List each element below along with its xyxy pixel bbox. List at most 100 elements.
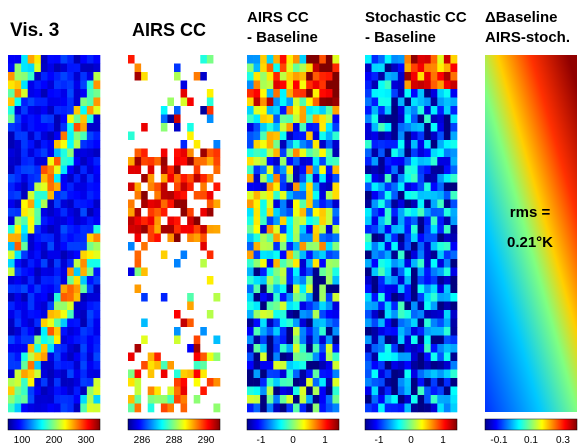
heatmap-cell	[260, 131, 268, 141]
heatmap-cell	[8, 369, 15, 379]
heatmap-cell	[273, 335, 281, 345]
heatmap-cell	[206, 157, 214, 166]
heatmap-cell	[266, 208, 274, 217]
heatmap-cell	[141, 369, 149, 379]
heatmap-cell	[404, 63, 412, 73]
heatmap-cell	[332, 225, 340, 234]
heatmap-cell	[200, 225, 208, 234]
heatmap-cell	[206, 63, 214, 73]
heatmap-cell	[86, 123, 94, 132]
heatmap-cell	[67, 131, 75, 141]
heatmap-cell	[319, 174, 327, 183]
heatmap-cell	[424, 344, 432, 353]
heatmap-cell	[86, 250, 94, 260]
heatmap-cell	[404, 361, 412, 370]
heatmap-cell	[147, 97, 155, 107]
heatmap-cell	[365, 208, 372, 217]
heatmap-cell	[93, 182, 101, 192]
heatmap-cell	[141, 284, 149, 294]
heatmap-cell	[73, 284, 81, 294]
heatmap-cell	[34, 80, 42, 90]
heatmap-cell	[174, 216, 181, 226]
heatmap-cell	[443, 352, 451, 362]
heatmap-cell	[325, 199, 333, 209]
heatmap-cell	[200, 208, 208, 217]
heatmap-cell	[266, 225, 274, 234]
heatmap-cell	[213, 284, 221, 294]
heatmap-cell	[378, 352, 386, 362]
heatmap-cell	[430, 199, 438, 209]
heatmap-cell	[306, 267, 314, 277]
heatmap-cell	[273, 352, 281, 362]
heatmap-cell	[430, 123, 438, 132]
heatmap-cell	[319, 361, 327, 370]
heatmap-cell	[167, 174, 175, 183]
heatmap-cell	[193, 318, 201, 328]
heatmap-cell	[417, 403, 425, 413]
heatmap-cell	[180, 123, 188, 132]
heatmap-cell	[187, 335, 195, 345]
panel-title: AIRS CC	[132, 20, 206, 40]
heatmap-cell	[279, 344, 287, 353]
heatmap-cell	[193, 352, 201, 362]
heatmap-cell	[247, 72, 254, 81]
heatmap-cell	[417, 106, 425, 115]
heatmap-cell	[200, 250, 208, 260]
heatmap-cell	[8, 148, 15, 158]
heatmap-cell	[371, 216, 379, 226]
colorbar-tick-label: 0.1	[524, 435, 538, 446]
heatmap-cell	[365, 55, 372, 64]
heatmap-cell	[397, 63, 405, 73]
heatmap-cell	[443, 225, 451, 234]
heatmap-cell	[325, 301, 333, 311]
heatmap-cell	[134, 369, 142, 379]
heatmap-cell	[80, 250, 88, 260]
heatmap-cell	[437, 182, 445, 192]
heatmap-cell	[187, 191, 195, 200]
heatmap-cell	[167, 225, 175, 234]
heatmap-cell	[293, 55, 300, 64]
heatmap-cell	[286, 335, 294, 345]
heatmap-cell	[141, 378, 149, 387]
heatmap-cell	[8, 97, 15, 107]
heatmap-cell	[174, 140, 181, 149]
heatmap-cell	[253, 352, 261, 362]
heatmap-cell	[128, 63, 135, 73]
heatmap-cell	[247, 386, 254, 396]
heatmap-cell	[128, 199, 135, 209]
heatmap-cell	[371, 55, 379, 64]
heatmap-cell	[27, 293, 35, 302]
heatmap-cell	[200, 395, 208, 404]
heatmap-cell	[34, 395, 42, 404]
heatmap-cell	[312, 335, 320, 345]
heatmap-cell	[312, 131, 320, 141]
heatmap-cell	[332, 267, 340, 277]
heatmap-cell	[378, 301, 386, 311]
heatmap-cell	[193, 131, 201, 141]
heatmap-cell	[450, 216, 458, 226]
heatmap-cell	[86, 131, 94, 141]
heatmap-cell	[247, 191, 254, 200]
heatmap-cell	[40, 225, 48, 234]
heatmap-cell	[325, 242, 333, 251]
heatmap-cell	[167, 140, 175, 149]
heatmap-cell	[293, 225, 300, 234]
heatmap-cell	[34, 140, 42, 149]
heatmap-cell	[14, 123, 22, 132]
heatmap-cell	[80, 361, 88, 370]
heatmap-cell	[60, 233, 68, 243]
heatmap-cell	[279, 106, 287, 115]
heatmap-cell	[27, 182, 35, 192]
heatmap-cell	[206, 131, 214, 141]
heatmap-cell	[417, 80, 425, 90]
heatmap-cell	[174, 318, 181, 328]
heatmap-cell	[8, 310, 15, 319]
heatmap-cell	[40, 327, 48, 336]
heatmap-cell	[167, 386, 175, 396]
heatmap-cell	[60, 63, 68, 73]
heatmap-cell	[378, 165, 386, 175]
heatmap-cell	[80, 352, 88, 362]
heatmap-cell	[299, 216, 307, 226]
heatmap-cell	[167, 242, 175, 251]
